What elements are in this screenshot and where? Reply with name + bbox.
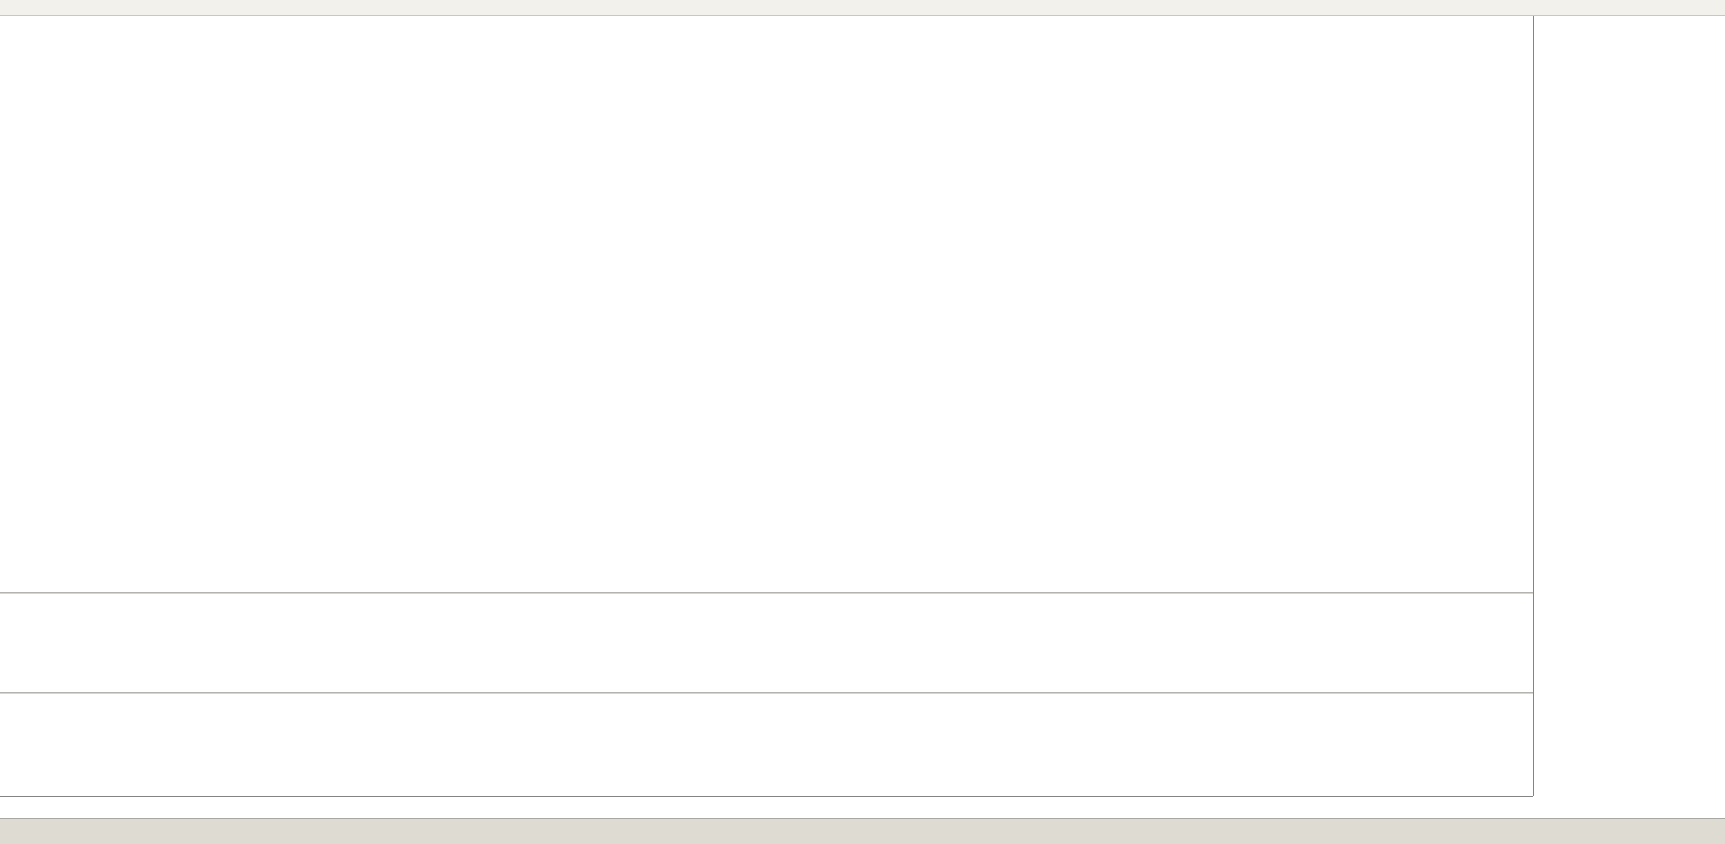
chart-tabs-bar xyxy=(0,818,1725,844)
rsi-pane[interactable] xyxy=(0,594,1533,692)
pane-splitter[interactable] xyxy=(0,692,1725,694)
time-axis[interactable] xyxy=(0,796,1533,818)
macd-indicator-canvas[interactable] xyxy=(0,694,1533,796)
price-pane[interactable] xyxy=(0,16,1533,592)
price-chart-canvas[interactable] xyxy=(0,16,1533,592)
rsi-indicator-canvas[interactable] xyxy=(0,594,1533,692)
toolbar xyxy=(0,0,1725,16)
pane-splitter[interactable] xyxy=(0,592,1725,594)
macd-pane[interactable] xyxy=(0,694,1533,796)
price-scale[interactable] xyxy=(1533,16,1725,796)
